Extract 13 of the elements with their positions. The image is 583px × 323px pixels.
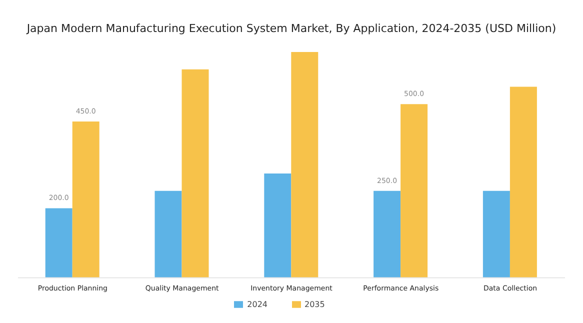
bar: [374, 190, 401, 278]
bar: [400, 104, 428, 278]
legend-label: 2024: [247, 300, 268, 309]
bar: [291, 52, 318, 278]
legend-label: 2035: [304, 300, 325, 309]
bar: [482, 190, 510, 278]
bar: [510, 86, 537, 278]
bar: [45, 208, 72, 278]
bar: [182, 69, 209, 278]
bar: [154, 190, 182, 278]
bar: [264, 174, 292, 278]
chart-title: Japan Modern Manufacturing Execution System Market, By Application, 2024-2035 (USD Million): [25, 21, 558, 37]
bar: [72, 121, 100, 278]
